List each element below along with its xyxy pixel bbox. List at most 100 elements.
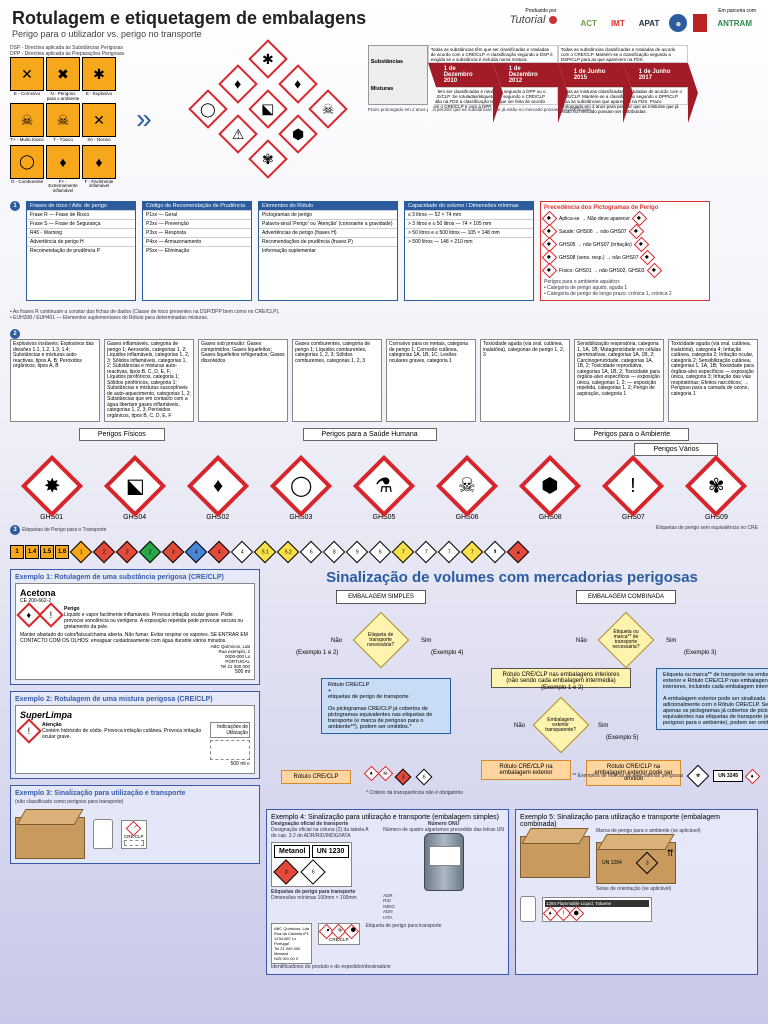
precaution-statements: Manter afastado do calor/faísca/chama ab…	[20, 632, 250, 644]
table-row: P2xx — Prevenção	[143, 219, 251, 228]
table-row: Frase S — Frase de Segurança	[27, 219, 135, 228]
old-pictogram-grid: ✕E - Corrosivo✖N - Perigoso para o ambie…	[10, 57, 124, 193]
ref-label: (Exemplo 3)	[684, 650, 716, 656]
box-un-number: UN 1294	[602, 860, 622, 866]
transport-diamond-icon: 2	[139, 541, 162, 564]
table-row: Recomendações de prudência (frases P)	[259, 237, 397, 246]
old-pictogram-label: E - Corrosivo	[10, 92, 44, 97]
top-section: DSP - Directiva aplicada às Substâncias …	[0, 43, 768, 195]
transport-section: 3 Etiquetas de Perigo para o Transporte …	[0, 523, 768, 565]
table-row: Frase R — Frase de Risco	[27, 210, 135, 219]
old-pictogram-icon: ☠	[46, 103, 80, 137]
example-title: Exemplo 5: Sinalização para utilização e…	[520, 814, 753, 828]
transport-diamond-icon: 5.2	[277, 541, 300, 564]
precedence-rule: Aplica-se → Não deve aparecer	[559, 216, 630, 222]
old-pictogram-icon: ✱	[82, 57, 116, 91]
toluene-header: 1294 Flammable Liquid, Toluene	[545, 900, 649, 907]
table-row: Pictogramas de perigo	[259, 210, 397, 219]
table-header: Código de Recomendação de Prudência	[143, 202, 251, 210]
tutorial-logo: Tutorial	[510, 14, 557, 26]
hazard-tree: 2 Explosivos instáveis; Explosivos das d…	[0, 327, 768, 523]
old-pictogram-label: T - Tóxico	[46, 138, 80, 143]
logo-area: Produzido por Tutorial Em parceria com A…	[510, 8, 756, 32]
old-pictogram-label: O - Comburente	[10, 180, 44, 185]
ghs-ghs03-icon: ◯	[270, 455, 332, 517]
barrel-icon	[424, 833, 464, 891]
orange-box-1: Rótulo CRE/CLP	[281, 770, 351, 784]
yes-label: Sim	[666, 638, 676, 644]
label-elements-table: Elementos do Rótulo Pictogramas de perig…	[258, 201, 398, 301]
transport-diamond-icon: 8	[323, 541, 346, 564]
example-4-footnote: Identificadores do produto e do expedido…	[271, 964, 504, 970]
designation-note: Designação oficial na coluna (2) da tabe…	[271, 827, 375, 839]
env-hazards-label: Perigos para o Ambiente	[574, 428, 689, 441]
ghs-pictogram-cluster: ✱♦♦◯⬕☠⚠⬢✾	[184, 45, 364, 165]
example-title: Exemplo 3: Sinalização para utilização e…	[15, 790, 255, 797]
example-title: Exemplo 4: Sinalização para utilização e…	[271, 814, 504, 821]
ghs-ghs01-icon: ✸	[20, 455, 82, 517]
old-pictogram-icon: ✖	[46, 57, 80, 91]
ghs-mini-icon: ⬥	[632, 211, 648, 227]
old-pictogram-label: Xn - Nocivo	[82, 138, 116, 143]
step-2-icon: 2	[10, 329, 20, 339]
hazard-statements: Líquido e vapor facilmente inflamáveis. …	[64, 612, 243, 630]
table-row: P3xx — Resposta	[143, 228, 251, 237]
ghs-exclaim-icon: !	[16, 718, 41, 743]
example-subtitle: (não classificado como perigoso para tra…	[15, 799, 255, 805]
cardboard-box-icon	[15, 809, 85, 859]
old-pictogram-icon: ☠	[10, 103, 44, 137]
ghs-pictogram-row: ✸GHS01⬕GHS04♦GHS02◯GHS03⚗GHS05☠GHS06⬢GHS…	[10, 464, 758, 521]
bottom-section: Exemplo 1: Rotulagem de uma substância p…	[0, 565, 768, 979]
precedence-rule: Saúde: GHS06 → não GHS07	[559, 229, 627, 235]
flowchart-footnote: * Critério da transparência não é obriga…	[366, 790, 463, 796]
superlimpa-label: SuperLimpa ! Atenção Contém hidróxido de…	[15, 705, 255, 774]
transport-diamond-icon: ⬆	[484, 541, 507, 564]
hazard-detail-boxes: Explosivos instáveis; Explosivos das div…	[10, 339, 758, 422]
example-2: Exemplo 2: Rotulagem de uma mistura peri…	[10, 691, 260, 779]
barrel-label	[429, 846, 461, 866]
precedence-env-note: Perigos para o ambiente aquático: • Cate…	[544, 279, 706, 297]
blue-info-box-2: Etiqueta ou marca** de transporte na emb…	[656, 668, 768, 730]
orange-box-2: Rótulo CRE/CLP na embalagem exterior	[481, 760, 571, 780]
table-row: ≤ 3 litros — 52 × 74 mm	[405, 210, 533, 219]
example-marks: ** Exemplos de marcas de mercadorias per…	[572, 765, 758, 787]
transport-diamond-icon: 7	[415, 541, 438, 564]
ghs-exclaim-icon: !	[38, 602, 63, 627]
table-row: > 500 litros — 148 × 210 mm	[405, 237, 533, 246]
shield-logo	[693, 14, 707, 32]
title-block: Rotulagem e etiquetagem de embalagens Pe…	[12, 8, 366, 39]
table-row: Advertência de perigo H	[27, 237, 135, 246]
ghs-ghs04-icon: ⬕	[104, 455, 166, 517]
partner-logos: ACT IMT APAT ⊕ ANTRAM	[577, 14, 757, 32]
bottle-icon	[520, 896, 536, 922]
table-row: P4xx — Armazenamento	[143, 237, 251, 246]
table-row: Palavra-sinal 'Perigo' ou 'Atenção' (con…	[259, 219, 397, 228]
precedence-rule: Físico: GHS01 → não GHS02, GHS03	[559, 268, 645, 274]
old-pictogram-label: E - Explosivo	[82, 92, 116, 97]
precedence-title: Precedência dos Pictogramas de Perigo	[544, 205, 706, 211]
transport-diamond-icon: 4	[231, 541, 254, 564]
arrows-up-icon: ⇈	[666, 848, 674, 859]
timeline-note-1: Todas as substâncias têm que ser classif…	[428, 45, 558, 63]
no-label: Não	[514, 723, 525, 729]
ref-label: (Exemplo 4)	[431, 650, 463, 656]
example-4: Exemplo 4: Sinalização para utilização e…	[266, 809, 509, 975]
ghs-pictogram-icon: ⬢	[278, 114, 318, 154]
product-name: SuperLimpa	[20, 710, 250, 720]
timeline-block: Substâncias Misturas Todas as substância…	[368, 45, 758, 112]
transport-diamond-icon: 5.1	[254, 541, 277, 564]
use-box: Indicações de Utilização	[210, 722, 250, 738]
precedence-rule: GHS08 (sens. resp.) → não GHS07	[559, 255, 638, 261]
table-row: Recomendação de prudência P	[27, 246, 135, 255]
various-hazards-label: Perigos Vários	[634, 443, 718, 456]
transport-diamond-icon: 6	[300, 541, 323, 564]
timeline-row-labels: Substâncias Misturas	[368, 45, 428, 105]
dsp-block: DSP - Directiva aplicada às Substâncias …	[10, 45, 124, 193]
example-title: Exemplo 2: Rotulagem de uma mistura peri…	[15, 696, 255, 703]
regulations-list: ADR RID IMDG ADN IATA	[383, 893, 504, 920]
old-pictogram-label: N - Perigoso para o ambiente	[46, 92, 80, 101]
table-row: > 50 litros e ≤ 500 litros — 105 × 148 m…	[405, 228, 533, 237]
header: Rotulagem e etiquetagem de embalagens Pe…	[0, 0, 768, 43]
product-name: Acetona	[20, 588, 250, 598]
precedence-rule: GHS05 → não GHS07 (irritação)	[559, 242, 632, 248]
